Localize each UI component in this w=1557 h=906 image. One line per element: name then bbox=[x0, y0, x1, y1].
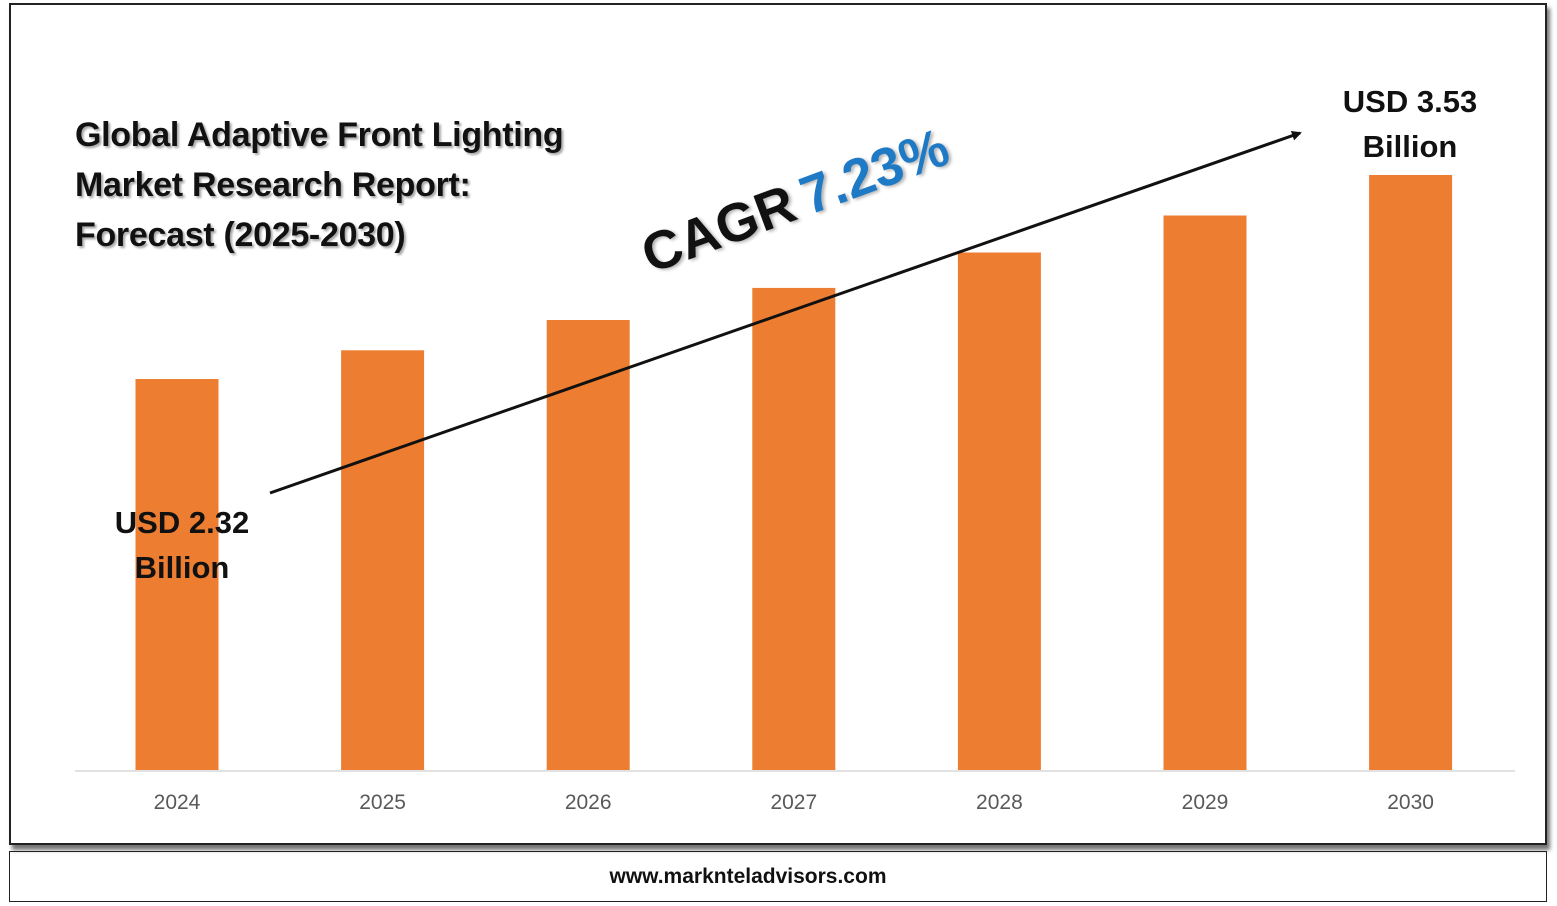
tick-labels-group: 2024 2025 2026 2027 2028 2029 2030 bbox=[154, 791, 1434, 814]
end-value-callout: USD 3.53 Billion bbox=[1336, 79, 1484, 169]
footer-website: www.marknteladvisors.com bbox=[609, 864, 887, 888]
x-tick-label-2030: 2030 bbox=[1387, 791, 1434, 814]
x-tick-label-2025: 2025 bbox=[359, 791, 406, 814]
footer: www.marknteladvisors.com bbox=[9, 851, 1547, 902]
x-tick-label-2028: 2028 bbox=[976, 791, 1023, 814]
start-value-callout: USD 2.32 Billion bbox=[108, 500, 256, 590]
title-line-2: Market Research Report: bbox=[75, 166, 471, 204]
growth-arrow bbox=[269, 130, 1302, 495]
start-value-line-1: USD 2.32 bbox=[114, 505, 250, 540]
x-tick-label-2026: 2026 bbox=[565, 791, 612, 814]
bars-group bbox=[135, 175, 1453, 770]
end-value-line-1: USD 3.53 bbox=[1342, 84, 1478, 119]
x-tick-label-2024: 2024 bbox=[154, 791, 201, 814]
bar-2026 bbox=[546, 320, 630, 770]
bar-2024 bbox=[135, 379, 219, 770]
title-line-3: Forecast (2025-2030) bbox=[75, 216, 406, 254]
end-value-line-2: Billion bbox=[1362, 129, 1458, 164]
bar-2025 bbox=[341, 350, 425, 770]
bar-2027 bbox=[752, 287, 836, 770]
x-tick-label-2027: 2027 bbox=[770, 791, 817, 814]
bar-2028 bbox=[957, 252, 1041, 770]
x-tick-label-2029: 2029 bbox=[1182, 791, 1229, 814]
bar-2030 bbox=[1369, 175, 1453, 770]
bar-2029 bbox=[1163, 215, 1247, 770]
title-line-1: Global Adaptive Front Lighting bbox=[75, 116, 564, 154]
chart-title: Global Adaptive Front Lighting Market Re… bbox=[75, 110, 564, 260]
start-value-line-2: Billion bbox=[134, 550, 230, 585]
